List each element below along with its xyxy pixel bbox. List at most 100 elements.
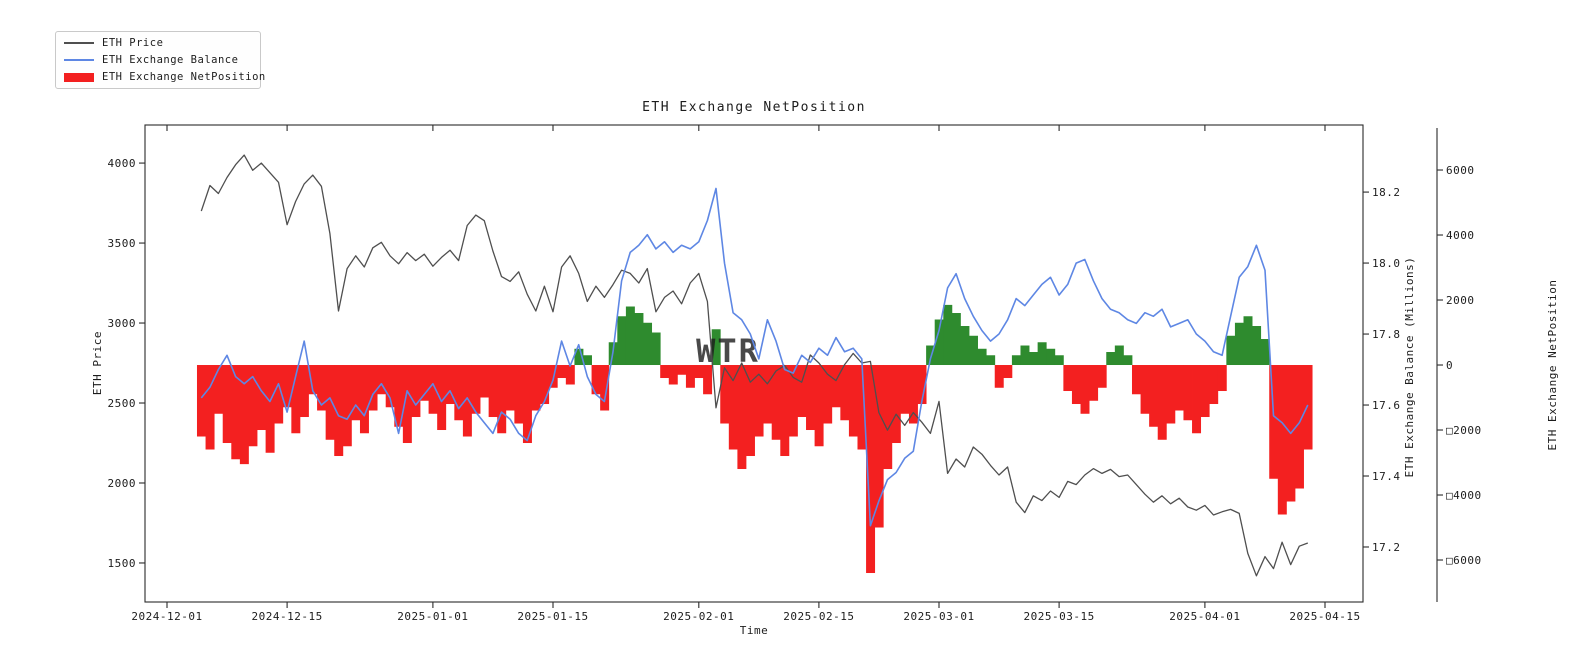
netposition-bar — [420, 365, 429, 401]
netposition-bar — [685, 365, 695, 388]
netposition-bar — [891, 365, 901, 444]
netposition-bar — [1140, 365, 1150, 414]
netposition-bar — [239, 365, 249, 465]
netposition-bar — [1106, 352, 1116, 366]
x-tick-label: 2025-03-15 — [1023, 610, 1094, 623]
net-tick-label: 0 — [1446, 359, 1453, 372]
legend-item: ETH Price — [56, 35, 260, 51]
legend-patch-sample — [64, 72, 94, 82]
netposition-bar — [874, 365, 884, 528]
netposition-bar — [651, 332, 661, 366]
netposition-bar — [917, 365, 927, 405]
netposition-bar — [668, 365, 678, 385]
netposition-bar — [677, 365, 687, 375]
netposition-bar — [1003, 365, 1013, 379]
netposition-bar — [926, 345, 936, 366]
price-tick-label: 3500 — [108, 237, 137, 250]
netposition-bar — [1123, 355, 1133, 366]
netposition-bar — [1046, 348, 1056, 366]
netposition-bar — [257, 365, 267, 431]
x-tick-label: 2025-02-01 — [663, 610, 734, 623]
x-tick-label: 2024-12-15 — [251, 610, 322, 623]
netposition-bar — [866, 365, 876, 574]
legend-item-label: ETH Exchange NetPosition — [102, 71, 266, 83]
netposition-bar — [994, 365, 1004, 388]
netposition-bar — [823, 365, 833, 424]
netposition-bar — [840, 365, 850, 421]
netposition-bar — [1277, 365, 1287, 515]
balance-tick-label: 17.6 — [1372, 399, 1401, 412]
x-tick-label: 2025-01-15 — [517, 610, 588, 623]
netposition-bar — [342, 365, 352, 447]
netposition-bar — [1269, 365, 1279, 479]
x-tick-label: 2025-04-15 — [1289, 610, 1360, 623]
netposition-bar — [660, 365, 670, 379]
legend-item: ETH Exchange Balance — [56, 52, 260, 68]
netposition-bar — [1157, 365, 1167, 440]
chart-title: ETH Exchange NetPosition — [642, 100, 866, 115]
netposition-bar — [394, 365, 404, 427]
netposition-bar — [411, 365, 421, 418]
netposition-bar — [883, 365, 893, 470]
net-tick-label: 6000 — [1446, 164, 1475, 177]
netposition-bar — [265, 365, 275, 453]
price-tick-label: 2000 — [108, 477, 137, 490]
netposition-bar — [771, 365, 781, 440]
netposition-bar — [1080, 365, 1090, 414]
netposition-bar — [1234, 322, 1244, 366]
y-axis-title-netposition: ETH Exchange NetPosition — [1546, 280, 1559, 451]
netposition-bar — [977, 348, 987, 366]
netposition-bar — [574, 348, 584, 366]
net-tick-label: □4000 — [1446, 489, 1482, 502]
netposition-bar — [583, 355, 592, 366]
x-tick-label: 2025-02-15 — [783, 610, 854, 623]
netposition-bar — [617, 316, 627, 366]
price-tick-label: 3000 — [108, 317, 137, 330]
legend-item-label: ETH Price — [102, 37, 164, 49]
netposition-bar — [1166, 365, 1176, 424]
x-tick-label: 2025-04-01 — [1169, 610, 1240, 623]
netposition-bar — [814, 365, 824, 447]
netposition-bar — [763, 365, 773, 424]
netposition-bar — [445, 365, 455, 405]
netposition-bar — [454, 365, 464, 421]
axes: 2024-12-01 2024-12-15 2025-01-01 2025-01-15… — [108, 124, 1482, 623]
legend-line-sample — [64, 59, 94, 61]
netposition-bar — [1252, 326, 1262, 366]
net-tick-label: □2000 — [1446, 424, 1482, 437]
x-axis-title: Time — [740, 624, 769, 637]
netposition-bar — [282, 365, 292, 408]
x-tick-label: 2025-03-01 — [903, 610, 974, 623]
netposition-bar — [1174, 365, 1184, 411]
netposition-bar — [806, 365, 816, 431]
netposition-bar — [788, 365, 798, 437]
netposition-bar — [368, 365, 378, 411]
netposition-bar — [1192, 365, 1202, 434]
netposition-bar — [1303, 365, 1313, 450]
netposition-bar — [1243, 316, 1253, 366]
netposition-bar — [643, 322, 653, 366]
netposition-bar — [1131, 365, 1141, 395]
y-axis-title-price: ETH Price — [91, 331, 104, 395]
netposition-bar — [1097, 365, 1107, 388]
netposition-bar — [565, 365, 575, 385]
net-tick-label: 4000 — [1446, 229, 1475, 242]
netposition-bar — [291, 365, 301, 434]
netposition-bar — [969, 335, 978, 366]
balance-tick-label: 17.8 — [1372, 328, 1401, 341]
netposition-bar — [385, 365, 395, 408]
netposition-bar — [986, 355, 996, 366]
netposition-bar — [522, 365, 532, 444]
series-lines — [200, 154, 1309, 577]
netposition-bar — [1217, 365, 1227, 392]
legend-line-sample — [64, 42, 94, 44]
netposition-bar — [514, 365, 524, 424]
balance-tick-label: 18.0 — [1372, 257, 1401, 270]
netposition-bar — [1114, 345, 1124, 366]
netposition-bar — [625, 306, 635, 366]
netposition-bar — [428, 365, 438, 414]
netposition-bar — [540, 365, 550, 405]
netposition-bar — [1260, 339, 1270, 366]
netposition-bar — [1200, 365, 1210, 418]
netposition-bar — [711, 329, 721, 366]
